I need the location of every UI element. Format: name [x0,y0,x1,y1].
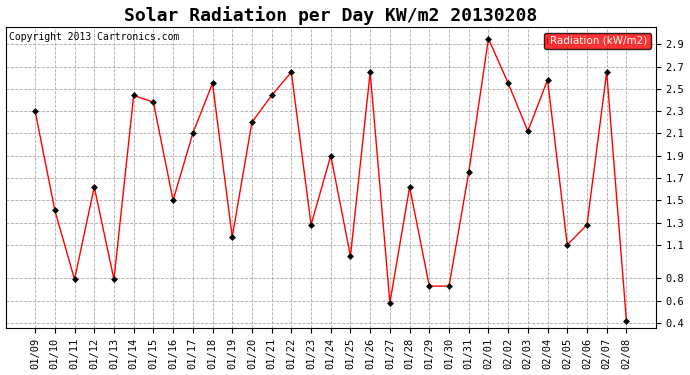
Text: Copyright 2013 Cartronics.com: Copyright 2013 Cartronics.com [9,32,179,42]
Title: Solar Radiation per Day KW/m2 20130208: Solar Radiation per Day KW/m2 20130208 [124,6,538,24]
Legend: Radiation (kW/m2): Radiation (kW/m2) [544,33,651,49]
